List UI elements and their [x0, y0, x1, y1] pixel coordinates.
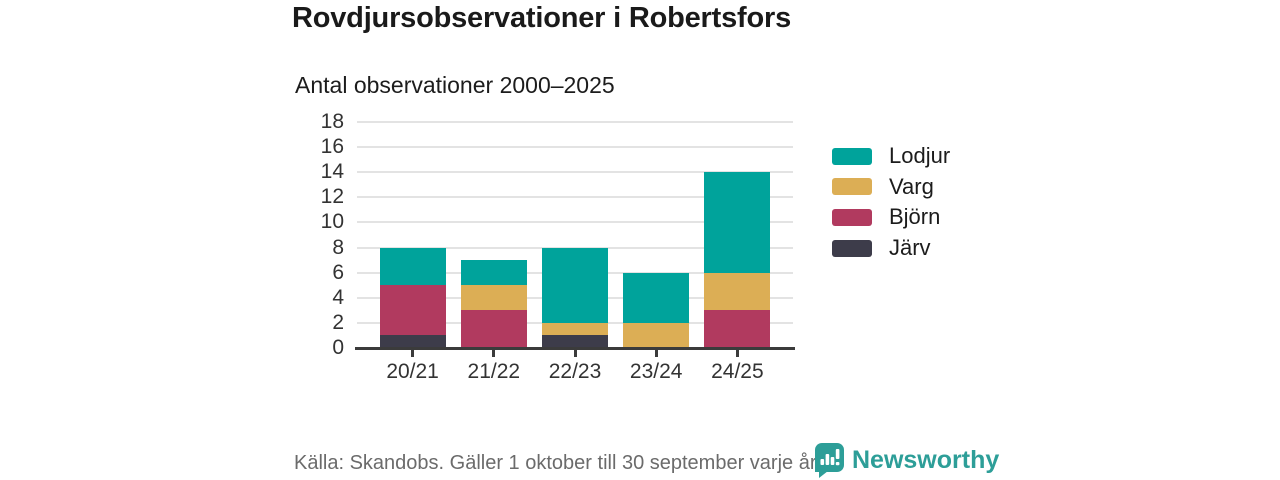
- bar-22-23-varg: [542, 322, 608, 336]
- chart-title: Rovdjursobservationer i Robertsfors: [292, 2, 791, 34]
- x-tick-label-24-25: 24/25: [711, 360, 764, 383]
- bar-24-25-varg: [704, 272, 771, 311]
- gridline-y-18: [357, 121, 793, 123]
- x-tick-label-23-24: 23/24: [629, 360, 683, 383]
- source-note: Källa: Skandobs. Gäller 1 oktober till 3…: [294, 452, 821, 474]
- newsworthy-wordmark: Newsworthy: [852, 446, 1000, 474]
- x-tick-24-25: [735, 350, 739, 357]
- gridline-y-14: [357, 171, 793, 174]
- bar-22-23-lodjur: [542, 247, 608, 323]
- x-tick-label-20-21: 20/21: [386, 360, 439, 383]
- bar-21-22-bjorn: [460, 310, 527, 348]
- bar-20-21-bjorn: [379, 285, 446, 336]
- y-tick-label-12: 12: [320, 185, 344, 209]
- bar-23-24-varg: [623, 322, 690, 348]
- x-tick-label-21-22: 21/22: [467, 360, 521, 383]
- bar-22-23-jarv: [542, 335, 608, 348]
- bar-20-21-jarv: [379, 335, 446, 348]
- newsworthy-logo[interactable]: Newsworthy: [815, 443, 999, 478]
- y-tick-label-18: 18: [320, 110, 344, 133]
- legend-item-varg: Varg: [832, 172, 934, 202]
- legend-swatch-varg: [832, 178, 872, 196]
- y-tick-label-6: 6: [332, 260, 344, 284]
- legend-label-jarv: Järv: [889, 235, 931, 261]
- x-axis-line: [355, 347, 795, 350]
- bar-24-25-lodjur: [704, 172, 771, 273]
- legend-swatch-bjorn: [832, 208, 872, 226]
- gridline-y-16: [357, 146, 793, 149]
- newsworthy-bubble-chart-icon: [815, 443, 844, 478]
- bar-23-24-lodjur: [623, 272, 690, 323]
- y-tick-label-0: 0: [332, 336, 344, 359]
- legend-swatch-lodjur: [832, 147, 872, 165]
- chart-subtitle: Antal observationer 2000–2025: [295, 72, 615, 98]
- x-tick-22-23: [573, 350, 577, 357]
- x-tick-23-24: [654, 350, 658, 357]
- y-tick-label-4: 4: [332, 285, 344, 309]
- legend-swatch-jarv: [832, 239, 872, 257]
- bar-21-22-lodjur: [460, 260, 527, 286]
- legend-item-bjorn: Björn: [832, 202, 940, 232]
- legend-item-lodjur: Lodjur: [832, 141, 950, 171]
- x-tick-20-21: [411, 350, 415, 357]
- y-tick-label-2: 2: [332, 310, 344, 334]
- legend-item-jarv: Järv: [832, 233, 931, 263]
- gridline-y-12: [357, 196, 793, 199]
- y-tick-label-8: 8: [332, 235, 344, 259]
- x-tick-21-22: [492, 350, 496, 357]
- legend-label-varg: Varg: [889, 173, 934, 199]
- x-tick-label-22-23: 22/23: [548, 360, 602, 383]
- legend-label-bjorn: Björn: [889, 204, 941, 230]
- bar-21-22-varg: [460, 285, 527, 311]
- y-tick-label-10: 10: [320, 210, 344, 234]
- bar-20-21-lodjur: [379, 247, 446, 286]
- y-tick-label-14: 14: [320, 160, 344, 184]
- gridline-y-10: [357, 221, 793, 224]
- y-tick-label-16: 16: [320, 135, 344, 159]
- legend-label-lodjur: Lodjur: [889, 143, 951, 168]
- bar-24-25-bjorn: [704, 310, 771, 348]
